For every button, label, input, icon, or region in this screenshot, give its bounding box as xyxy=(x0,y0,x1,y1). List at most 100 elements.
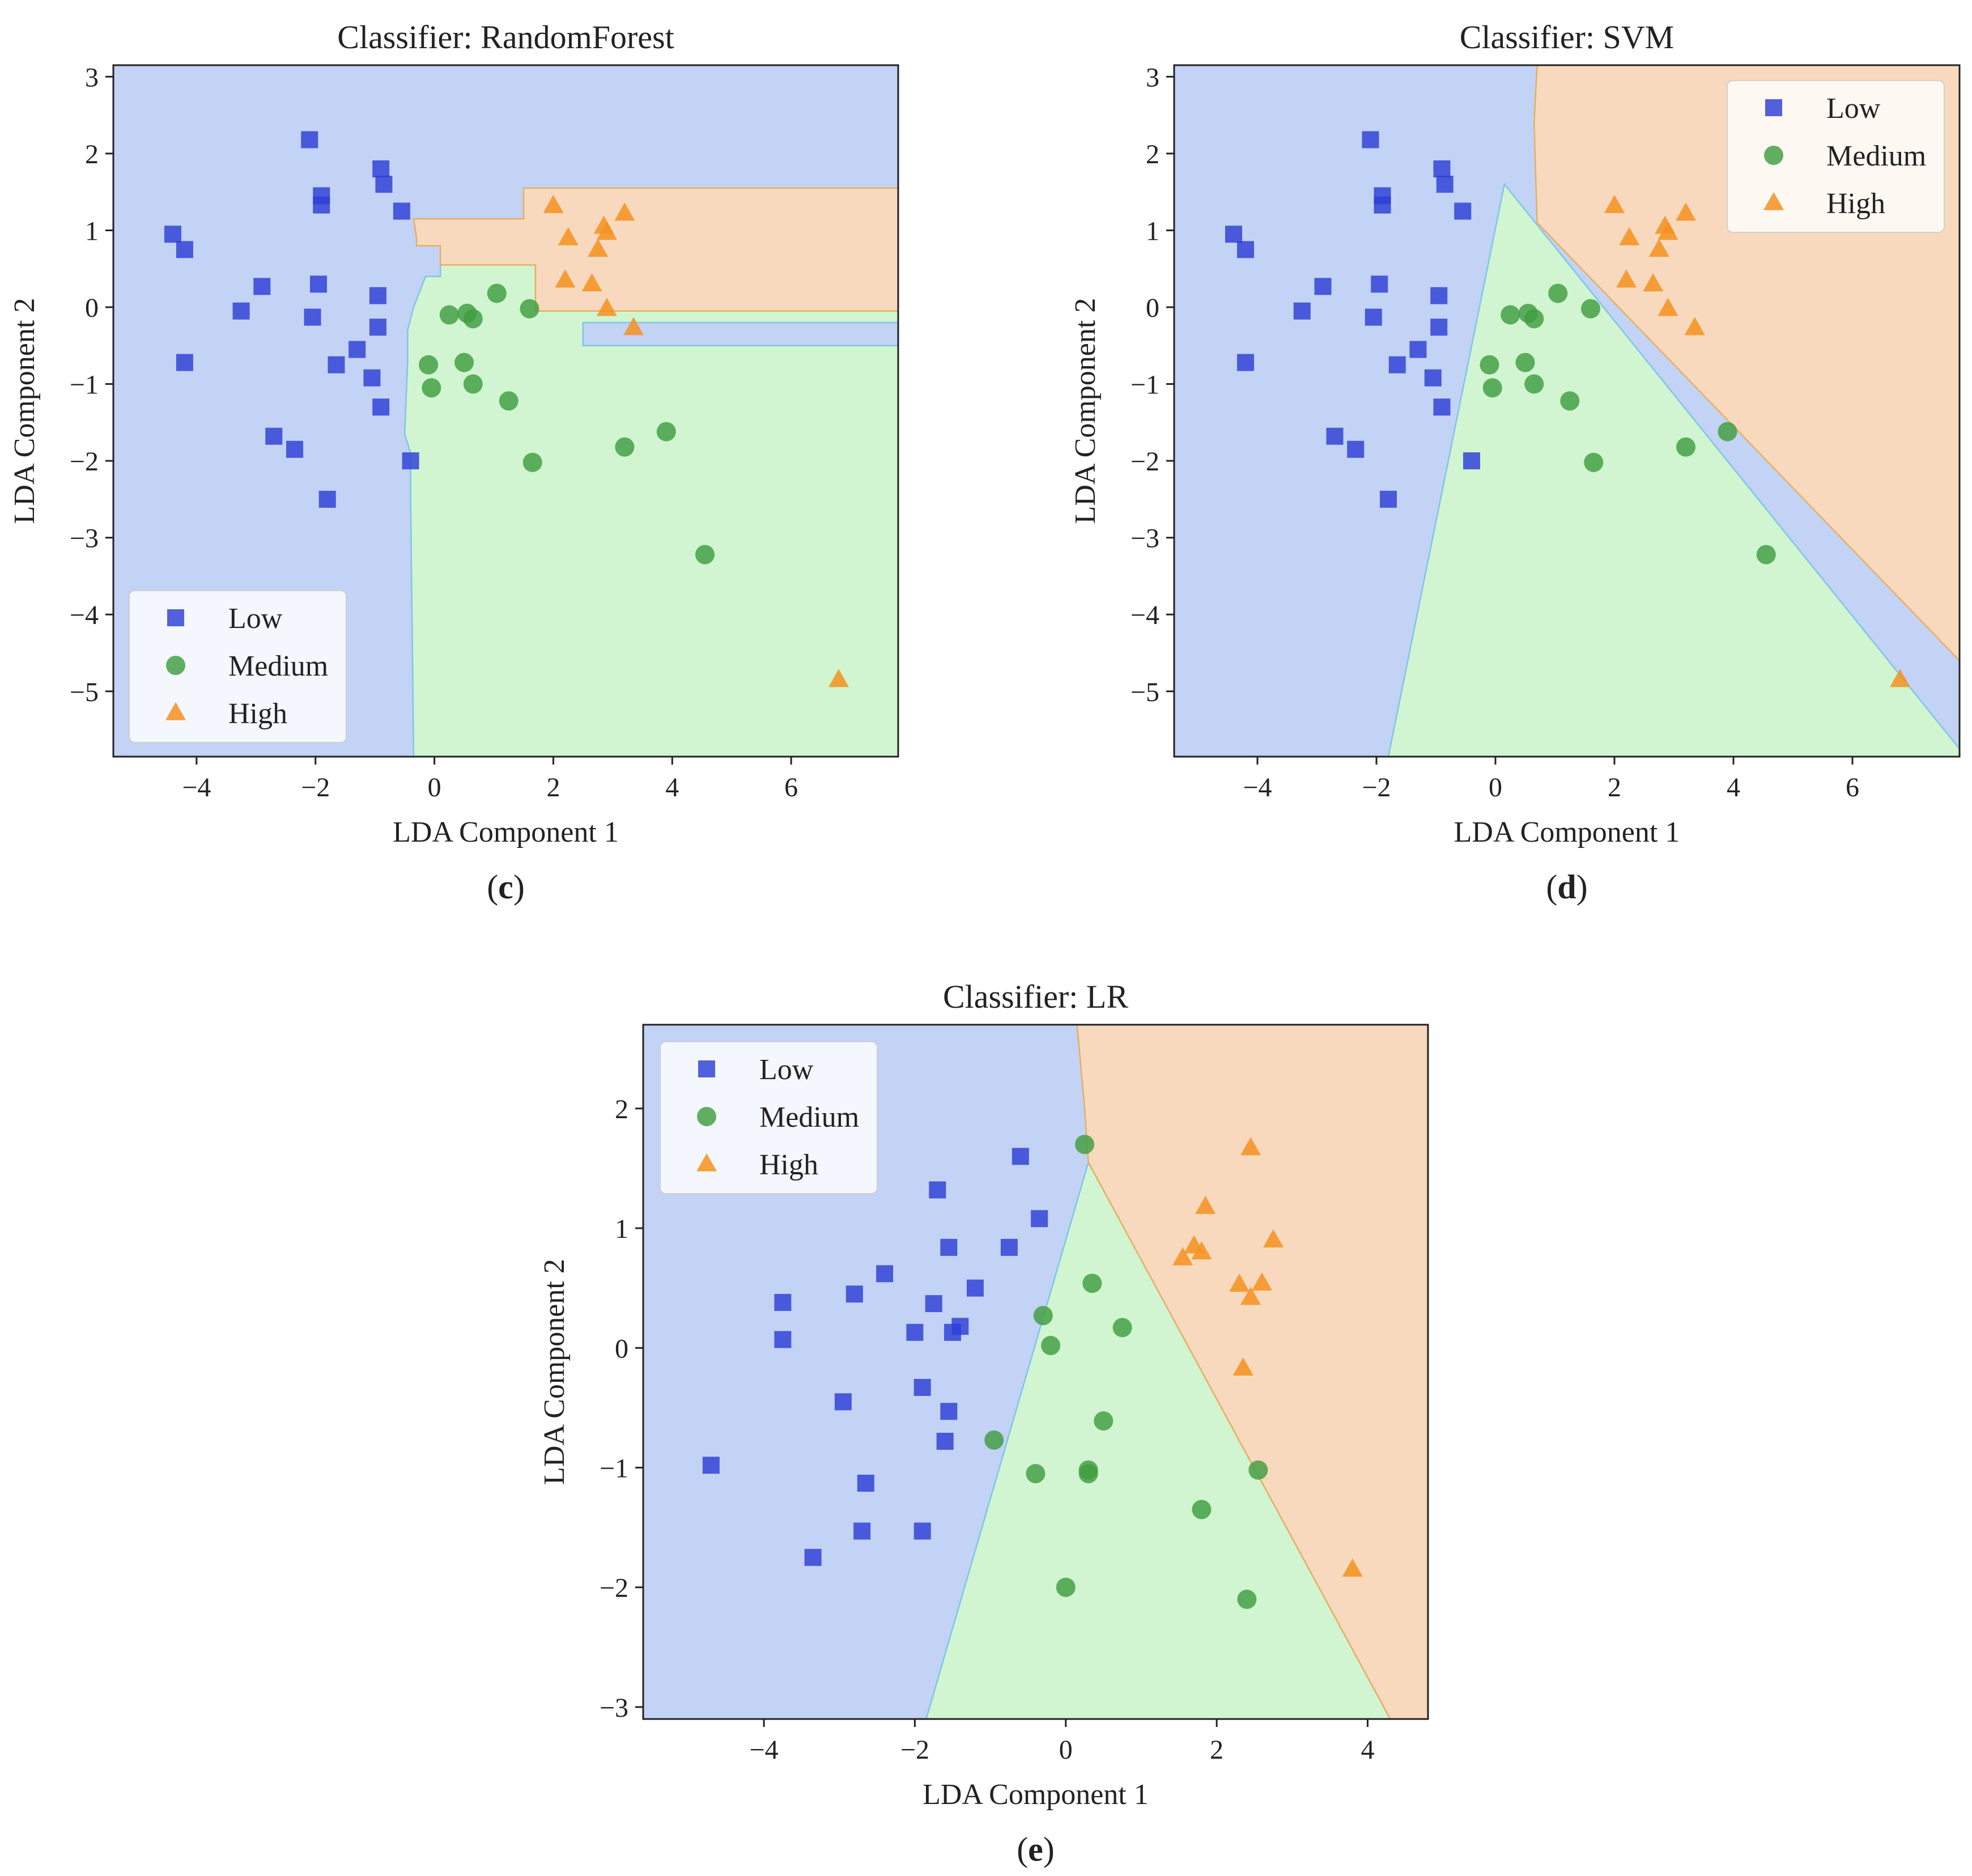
data-point-low xyxy=(1293,302,1311,320)
legend-label-high: High xyxy=(1826,188,1885,220)
data-point-medium xyxy=(499,391,518,411)
data-point-medium xyxy=(615,437,635,457)
data-point-low xyxy=(1430,287,1448,304)
legend-label-low: Low xyxy=(759,1054,814,1086)
data-point-low xyxy=(1380,490,1397,508)
data-point-low xyxy=(1012,1148,1029,1165)
x-tick-label: −4 xyxy=(182,773,211,803)
data-point-high xyxy=(596,222,617,240)
data-point-low xyxy=(369,319,386,336)
legend-label-low: Low xyxy=(228,602,283,635)
x-tick-label: 4 xyxy=(1727,773,1740,803)
x-tick-label: 4 xyxy=(1361,1735,1374,1765)
data-point-low xyxy=(936,1433,954,1450)
x-tick-label: −4 xyxy=(1243,773,1272,803)
y-tick-label: −3 xyxy=(1130,524,1159,554)
y-tick-label: −3 xyxy=(70,524,99,554)
data-point-low xyxy=(393,202,410,220)
data-point-low xyxy=(313,196,330,214)
x-axis-label: LDA Component 1 xyxy=(393,816,619,848)
data-point-medium xyxy=(1041,1336,1061,1356)
data-point-medium xyxy=(1548,283,1568,303)
data-point-medium xyxy=(984,1430,1004,1450)
data-point-high xyxy=(588,239,609,257)
y-tick-label: −1 xyxy=(600,1453,628,1483)
y-axis-label: LDA Component 2 xyxy=(1069,298,1102,524)
data-point-medium xyxy=(1482,378,1502,398)
data-point-medium xyxy=(422,378,441,398)
data-point-medium xyxy=(1501,305,1520,325)
x-tick-label: 0 xyxy=(428,773,441,803)
data-point-high xyxy=(1658,222,1678,240)
data-point-low xyxy=(372,398,390,416)
x-tick-label: 2 xyxy=(1210,1735,1223,1765)
data-point-low xyxy=(402,452,419,470)
legend-marker-medium xyxy=(697,1107,716,1126)
x-tick-label: 6 xyxy=(784,773,798,803)
legend-marker-low xyxy=(1765,99,1782,116)
data-point-low xyxy=(286,440,304,458)
y-tick-label: −4 xyxy=(1130,600,1159,630)
legend: Low Medium High xyxy=(1727,80,1945,233)
data-point-high xyxy=(1604,194,1625,213)
legend-marker-low xyxy=(167,609,184,626)
data-point-low xyxy=(1409,341,1427,358)
scatter-points xyxy=(1225,131,1910,687)
data-point-low xyxy=(1388,356,1406,373)
data-point-low xyxy=(375,176,393,193)
data-point-medium xyxy=(1584,452,1604,472)
data-point-high xyxy=(1195,1195,1216,1214)
data-point-high xyxy=(1263,1229,1284,1247)
data-point-low xyxy=(913,1522,931,1540)
panel-label: (c) xyxy=(487,868,525,906)
data-point-low xyxy=(309,275,327,293)
y-tick-label: −1 xyxy=(1130,370,1159,400)
data-point-medium xyxy=(1026,1464,1046,1484)
data-point-low xyxy=(925,1295,942,1313)
data-point-low xyxy=(1365,308,1382,326)
x-tick-label: 6 xyxy=(1846,773,1859,803)
x-tick-label: 4 xyxy=(665,773,679,803)
x-tick-label: 0 xyxy=(1059,1735,1073,1765)
data-point-low xyxy=(348,341,366,358)
decision-region-high xyxy=(1076,1025,1428,1719)
y-tick-label: 3 xyxy=(85,62,99,92)
data-point-low xyxy=(940,1238,958,1256)
data-point-medium xyxy=(695,545,715,565)
data-point-low xyxy=(774,1331,792,1348)
x-tick-label: −2 xyxy=(900,1735,929,1765)
data-point-medium xyxy=(419,355,439,375)
legend-label-high: High xyxy=(759,1149,818,1181)
data-point-low xyxy=(1430,319,1448,336)
chart-title: Classifier: LR xyxy=(943,978,1128,1015)
legend-box xyxy=(129,590,347,743)
data-point-low xyxy=(1225,226,1242,243)
data-point-low xyxy=(702,1457,720,1474)
data-point-low xyxy=(1463,452,1480,470)
legend-box xyxy=(660,1041,878,1194)
y-tick-label: −5 xyxy=(70,677,99,707)
x-axis-label: LDA Component 1 xyxy=(923,1779,1149,1811)
legend-marker-high xyxy=(696,1153,717,1172)
data-point-low xyxy=(164,226,181,243)
x-tick-label: 2 xyxy=(1608,773,1621,803)
data-point-medium xyxy=(656,422,676,442)
x-tick-label: 2 xyxy=(546,773,560,803)
data-point-medium xyxy=(522,452,542,472)
data-point-high xyxy=(1619,227,1640,245)
data-point-low xyxy=(328,356,345,373)
data-point-low xyxy=(951,1318,969,1335)
y-tick-label: 2 xyxy=(615,1094,628,1124)
data-point-low xyxy=(232,302,250,320)
plot-frame xyxy=(1173,64,1961,758)
data-point-medium xyxy=(1094,1411,1114,1431)
legend: Low Medium High xyxy=(660,1041,878,1194)
y-tick-label: 0 xyxy=(1146,293,1159,323)
plot-frame xyxy=(112,64,899,758)
data-point-high xyxy=(1658,298,1678,316)
data-point-high xyxy=(1684,317,1705,336)
data-point-high xyxy=(623,317,644,336)
legend-label-medium: Medium xyxy=(759,1101,859,1134)
y-tick-label: 0 xyxy=(615,1334,628,1364)
